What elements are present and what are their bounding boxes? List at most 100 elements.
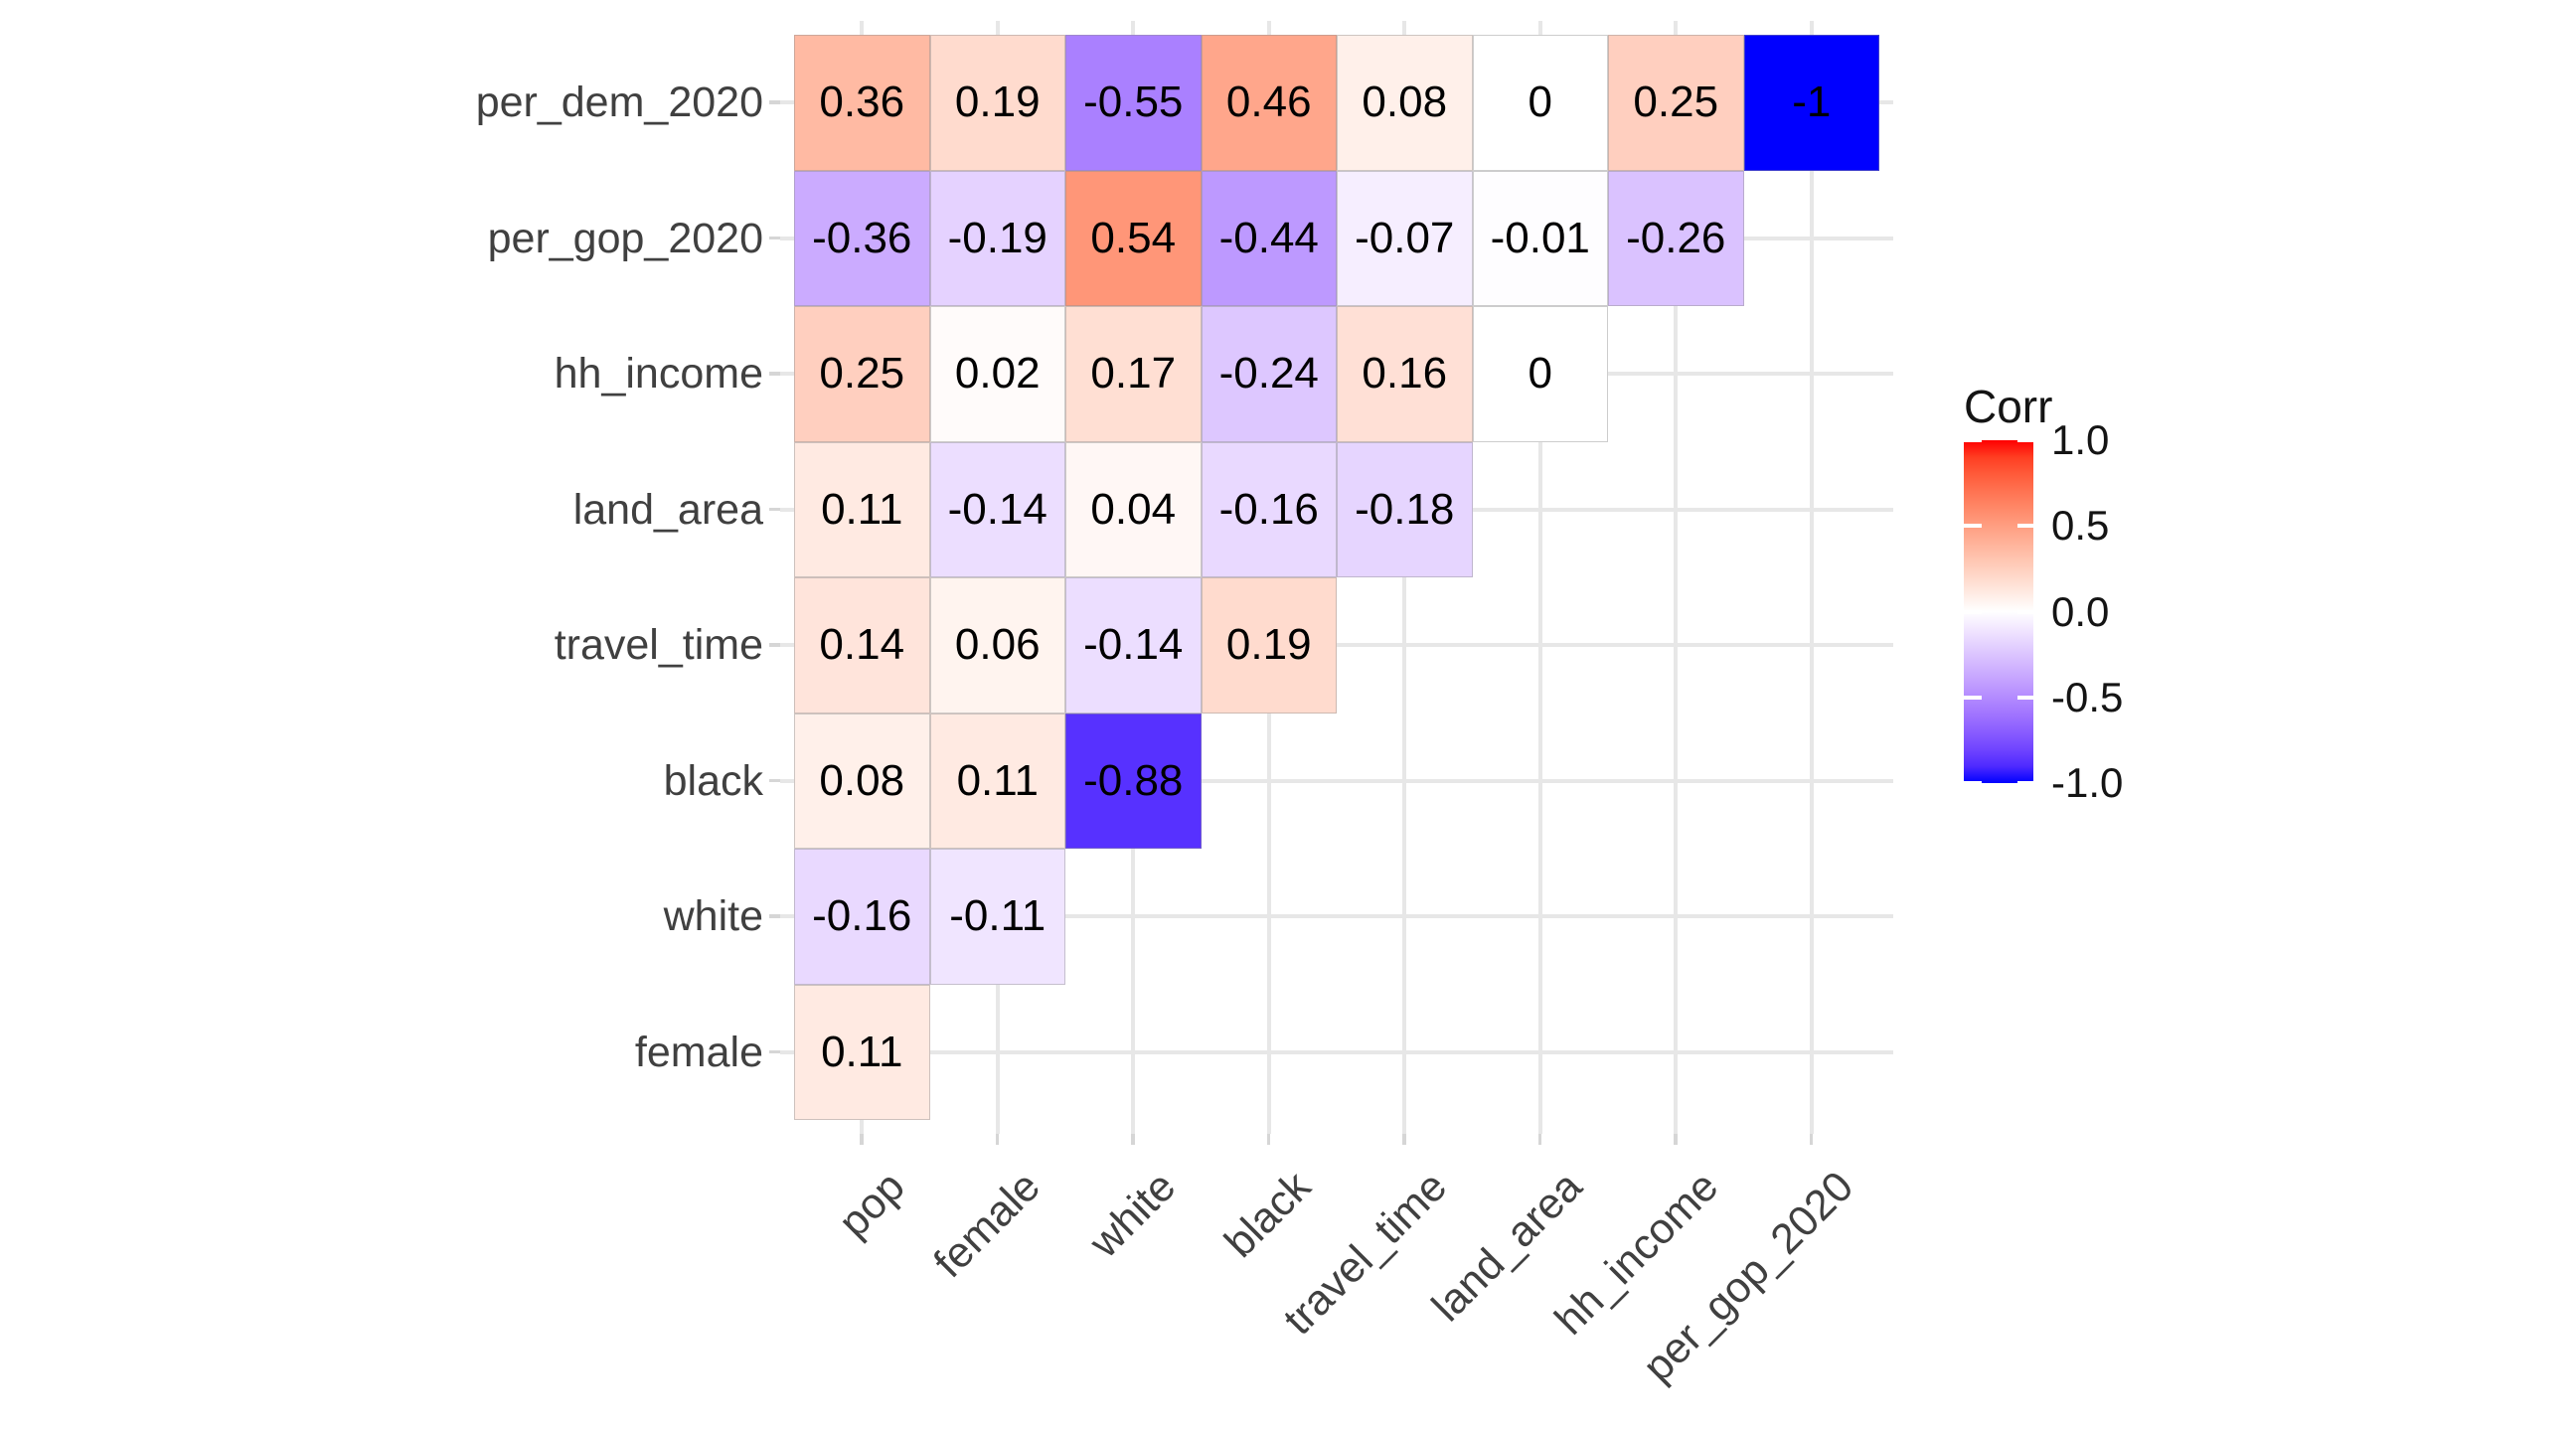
heatmap-cell: -0.44 (1201, 170, 1337, 306)
cell-value-label: -0.19 (947, 213, 1047, 262)
heatmap-cell: -0.88 (1065, 713, 1202, 849)
x-axis-tick (995, 1133, 1000, 1145)
cell-value-label: -0.07 (1355, 213, 1455, 262)
heatmap-cell: 0.54 (1065, 170, 1202, 306)
heatmap-cell: 0.02 (929, 306, 1065, 442)
cell-value-label: -0.88 (1083, 755, 1184, 805)
cell-value-label: -0.26 (1626, 213, 1726, 262)
cell-value-label: 0.19 (1225, 620, 1312, 670)
x-axis-label: white (1080, 1162, 1186, 1267)
cell-value-label: 0.04 (1090, 484, 1177, 534)
grid-line-horizontal (780, 1049, 1893, 1054)
y-axis-label: per_dem_2020 (475, 79, 763, 127)
cell-value-label: 0 (1528, 78, 1552, 127)
grid-line-vertical (1674, 21, 1679, 1134)
cell-value-label: 0.11 (821, 484, 903, 534)
legend-tick-mark (1964, 440, 1982, 442)
heatmap-cell: 0.08 (794, 713, 930, 849)
x-axis-tick (1131, 1133, 1135, 1145)
cell-value-label: 0.19 (954, 78, 1041, 127)
cell-value-label: 0.36 (819, 78, 905, 127)
heatmap-cell: 0.25 (1608, 35, 1744, 171)
heatmap-cell: -0.11 (929, 849, 1065, 985)
heatmap-cell: 0.06 (929, 577, 1065, 714)
cell-value-label: -0.01 (1490, 213, 1590, 262)
heatmap-cell: 0.19 (1201, 577, 1337, 714)
cell-value-label: -0.14 (947, 484, 1047, 534)
heatmap-cell: -0.14 (1065, 577, 1202, 714)
heatmap-cell: -0.26 (1608, 170, 1744, 306)
legend-tick-mark (2017, 609, 2033, 614)
cell-value-label: -0.11 (949, 891, 1046, 941)
x-axis-tick (1266, 1133, 1271, 1145)
heatmap-cell: -0.24 (1201, 306, 1337, 442)
heatmap-cell: 0.16 (1337, 306, 1473, 442)
cell-value-label: -0.14 (1083, 620, 1184, 670)
cell-value-label: -0.36 (812, 213, 912, 262)
heatmap-cell: -0.36 (794, 170, 930, 306)
heatmap-cell: 0.25 (794, 306, 930, 442)
legend-tick-mark (2017, 695, 2033, 700)
heatmap-cell: -1 (1743, 35, 1879, 171)
y-axis-tick (769, 236, 781, 240)
legend-title: Corr (1964, 381, 2053, 432)
cell-value-label: -1 (1792, 78, 1832, 127)
cell-value-label: 0.17 (1090, 349, 1177, 398)
legend-tick-label: -0.5 (2051, 673, 2124, 720)
heatmap-cell: 0 (1472, 306, 1608, 442)
cell-value-label: 0.14 (819, 620, 905, 670)
grid-line-vertical (1537, 21, 1542, 1134)
cell-value-label: -0.44 (1218, 213, 1319, 262)
cell-value-label: 0.11 (821, 1027, 903, 1076)
y-axis-tick (769, 643, 781, 647)
y-axis-tick (769, 507, 781, 512)
heatmap-cell: 0.19 (929, 35, 1065, 171)
y-axis-label: white (663, 892, 763, 941)
y-axis-tick (769, 778, 781, 783)
legend-tick-mark (2017, 524, 2033, 529)
cell-value-label: -0.16 (812, 891, 912, 941)
cell-value-label: 0.46 (1225, 78, 1312, 127)
legend-tick-label: 1.0 (2051, 416, 2110, 463)
x-axis-tick (1537, 1133, 1542, 1145)
heatmap-cell: -0.19 (929, 170, 1065, 306)
heatmap-cell: 0.11 (794, 984, 930, 1120)
heatmap-cell: 0.04 (1065, 441, 1202, 577)
cell-value-label: 0.08 (819, 755, 905, 805)
x-axis-label: female (924, 1162, 1049, 1288)
y-axis-label: female (634, 1028, 763, 1076)
legend-tick-mark (1964, 609, 1982, 614)
cell-value-label: -0.24 (1218, 349, 1319, 398)
grid-line-horizontal (780, 914, 1893, 919)
legend-tick-label: 0.5 (2051, 502, 2110, 550)
heatmap-cell: 0.46 (1201, 35, 1337, 171)
x-axis-label: pop (829, 1162, 914, 1247)
x-axis-tick (860, 1133, 864, 1145)
legend-tick-mark (2017, 781, 2033, 783)
legend-tick-mark (1964, 695, 1982, 700)
x-axis-label: black (1215, 1162, 1321, 1267)
legend-tick-mark (1964, 781, 1982, 783)
heatmap-cell: 0.11 (929, 713, 1065, 849)
heatmap-cell: -0.14 (929, 441, 1065, 577)
cell-value-label: -0.16 (1218, 484, 1319, 534)
heatmap-cell: -0.16 (1201, 441, 1337, 577)
y-axis-tick (769, 914, 781, 918)
y-axis-label: per_gop_2020 (487, 214, 763, 262)
heatmap-cell: 0.36 (794, 35, 930, 171)
heatmap-cell: -0.18 (1337, 441, 1473, 577)
heatmap-cell: -0.16 (794, 849, 930, 985)
heatmap-cell: -0.55 (1065, 35, 1202, 171)
y-axis-label: black (663, 756, 763, 805)
heatmap-cell: 0 (1472, 35, 1608, 171)
cell-value-label: 0.02 (954, 349, 1041, 398)
y-axis-label: hh_income (554, 350, 763, 398)
x-axis-tick (1809, 1133, 1814, 1145)
grid-line-vertical (1809, 21, 1814, 1134)
cell-value-label: 0.16 (1362, 349, 1448, 398)
y-axis-label: travel_time (554, 621, 763, 670)
y-axis-tick (769, 1049, 781, 1054)
heatmap-cell: 0.14 (794, 577, 930, 714)
x-axis-tick (1402, 1133, 1406, 1145)
cell-value-label: 0 (1528, 349, 1552, 398)
